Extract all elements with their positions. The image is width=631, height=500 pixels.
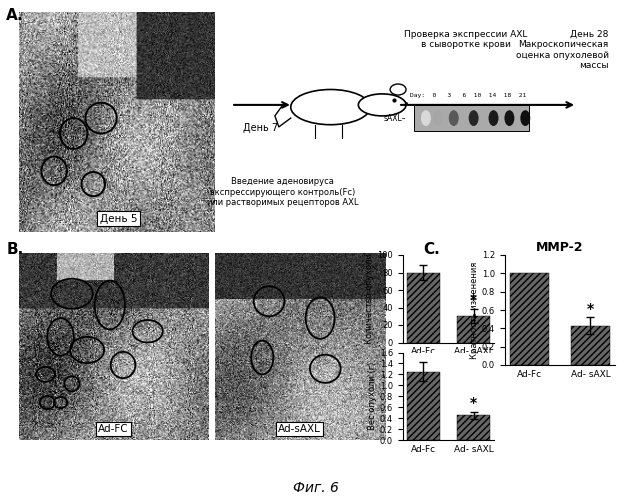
Text: Ad-FC: Ad-FC — [98, 424, 129, 434]
Ellipse shape — [390, 84, 406, 95]
Ellipse shape — [469, 110, 478, 126]
Ellipse shape — [291, 90, 370, 124]
Ellipse shape — [449, 110, 459, 126]
Y-axis label: Кратность изменения: Кратность изменения — [470, 262, 479, 358]
Text: День 28
Макроскопическая
оценка опухолевой
массы: День 28 Макроскопическая оценка опухолев… — [516, 30, 609, 70]
Ellipse shape — [488, 110, 498, 126]
Ellipse shape — [504, 110, 514, 126]
Text: Проверка экспрессии AXL
в сыворотке крови: Проверка экспрессии AXL в сыворотке кров… — [404, 30, 528, 50]
Text: A.: A. — [6, 8, 24, 22]
Bar — [457, 416, 490, 440]
Text: *: * — [470, 293, 477, 307]
Y-axis label: Количество опухоли: Количество опухоли — [365, 254, 374, 344]
Text: *: * — [587, 302, 594, 316]
Text: sAXL–: sAXL– — [384, 114, 406, 122]
Bar — [414, 105, 529, 132]
Bar — [570, 326, 610, 365]
Text: C.: C. — [423, 242, 440, 258]
Text: День 7: День 7 — [244, 122, 278, 132]
Ellipse shape — [358, 94, 406, 116]
Text: *: * — [470, 396, 477, 410]
Bar — [407, 272, 440, 342]
Text: Ad-sAXL: Ad-sAXL — [278, 424, 321, 434]
Bar — [457, 316, 490, 342]
Bar — [407, 372, 440, 440]
Ellipse shape — [521, 110, 530, 126]
Y-axis label: Вес опухоли (г): Вес опухоли (г) — [368, 362, 377, 430]
Ellipse shape — [421, 110, 431, 126]
Text: Day:  0   3   6  10  14  18  21: Day: 0 3 6 10 14 18 21 — [410, 94, 526, 98]
Text: Введение аденовируса
экспрессирующего контроль(Fc)
или растворимых рецепторов AX: Введение аденовируса экспрессирующего ко… — [207, 178, 358, 208]
Bar — [510, 274, 550, 365]
Text: Фиг. 6: Фиг. 6 — [293, 482, 338, 496]
Ellipse shape — [433, 110, 443, 126]
Title: MMP-2: MMP-2 — [536, 241, 584, 254]
Text: День 5: День 5 — [100, 214, 138, 224]
Text: B.: B. — [6, 242, 23, 258]
